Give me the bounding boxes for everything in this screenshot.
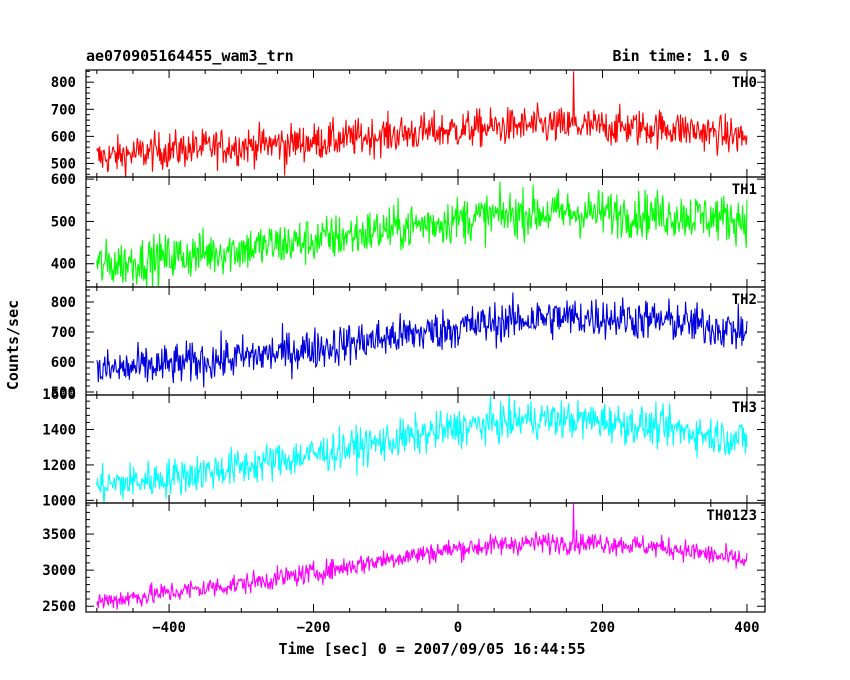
panel-th0123: 2500 3000 3500 TH0123 (42, 502, 766, 615)
chart-title: ae070905164455_wam3_trn (86, 47, 294, 65)
y-tick-label: 3000 (42, 563, 76, 579)
y-tick-label: 1200 (42, 458, 76, 474)
y-tick-label: 1400 (42, 423, 76, 439)
series-line-th0 (96, 71, 748, 177)
panel-label-th0123: TH0123 (706, 508, 757, 524)
x-tick-label: −400 (152, 620, 186, 636)
y-tick-label: 400 (51, 257, 76, 273)
panel-th3: 1000 1200 1400 1600 TH3 (42, 387, 766, 509)
series-line-th1 (96, 181, 748, 287)
x-tick-label: 200 (590, 620, 615, 636)
y-tick-label: 800 (51, 295, 76, 311)
y-tick-label: 600 (51, 129, 76, 145)
x-tick-label: 0 (454, 620, 462, 636)
y-tick-label: 500 (51, 385, 76, 401)
panel-label-th0: TH0 (732, 75, 757, 91)
panel-frame (85, 286, 766, 396)
panel-frame (85, 176, 766, 288)
panel-label-th1: TH1 (732, 182, 757, 198)
y-tick-label: 600 (51, 355, 76, 371)
panel-th0: 500 600 700 800 TH0 (51, 69, 766, 178)
y-tick-label: 2500 (42, 599, 76, 615)
y-axis-label: Counts/sec (4, 300, 22, 390)
y-tick-label: 700 (51, 102, 76, 118)
series-line-th0123 (96, 503, 748, 610)
panel-label-th2: TH2 (732, 292, 757, 308)
panel-th2: 500 600 700 800 TH2 (51, 286, 766, 401)
y-tick-label: 500 (51, 214, 76, 230)
y-tick-label: 600 (51, 172, 76, 188)
y-tick-label: 1600 (42, 387, 76, 403)
bin-time-label: Bin time: 1.0 s (613, 47, 748, 65)
x-tick-label: 400 (734, 620, 759, 636)
panel-th1: 400 500 600 TH1 (51, 172, 766, 288)
panel-label-th3: TH3 (732, 400, 757, 416)
x-tick-label: −200 (297, 620, 331, 636)
x-axis-label: Time [sec] 0 = 2007/09/05 16:44:55 (278, 640, 585, 658)
y-tick-label: 3500 (42, 527, 76, 543)
y-tick-label: 1000 (42, 493, 76, 509)
y-tick-label: 700 (51, 325, 76, 341)
y-tick-label: 500 (51, 156, 76, 172)
y-tick-label: 800 (51, 75, 76, 91)
panel-frame (85, 502, 766, 613)
series-line-th3 (96, 395, 748, 503)
series-line-th2 (96, 292, 748, 388)
